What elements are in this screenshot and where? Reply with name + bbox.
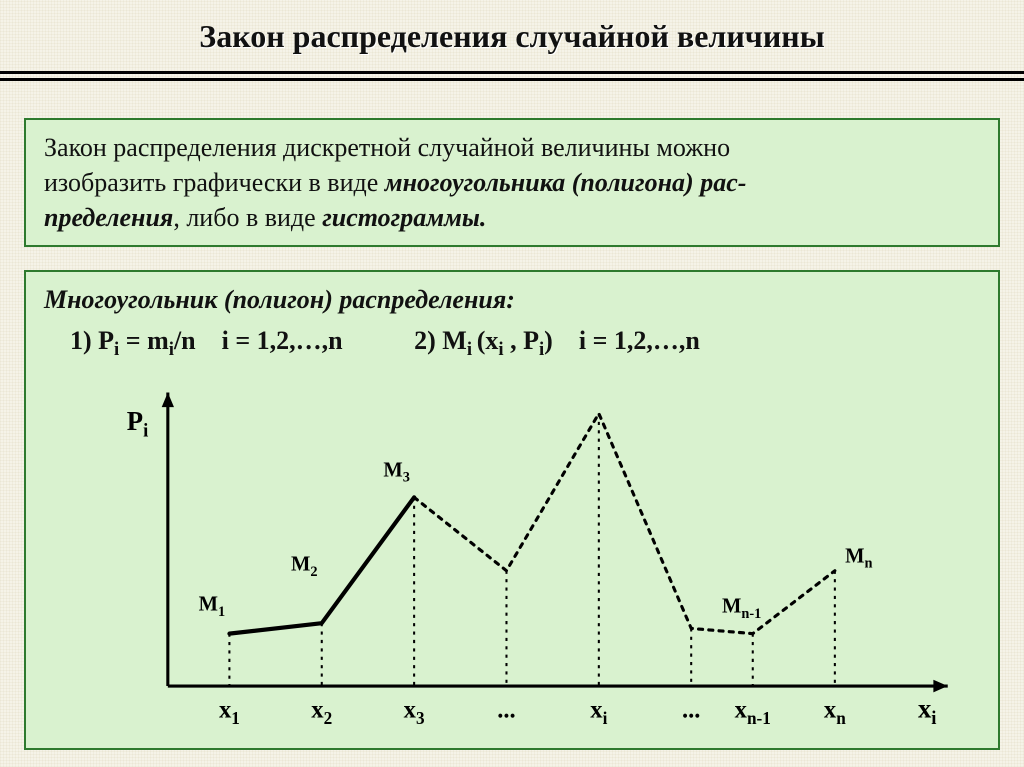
svg-text:Pi: Pi xyxy=(127,406,148,442)
formula-p2cond: i = 1,2,…,n xyxy=(553,326,700,355)
svg-text:M1: M1 xyxy=(199,593,226,619)
svg-text:xn: xn xyxy=(824,696,846,728)
def-line2b: многоугольника (полигона) рас- xyxy=(385,168,747,197)
svg-text:xi: xi xyxy=(918,693,937,728)
svg-text:x2: x2 xyxy=(311,696,332,728)
formula-p1a: 1) P xyxy=(70,326,114,355)
polygon-box: Многоугольник (полигон) распределения: 1… xyxy=(24,270,1000,750)
formula-p1cond: i = 1,2,…,n xyxy=(196,326,343,355)
formula-p2d: ) xyxy=(544,326,553,355)
def-line3c: гистограммы. xyxy=(322,203,486,232)
divider xyxy=(0,71,1024,81)
polygon-heading: Многоугольник (полигон) распределения: xyxy=(44,282,980,317)
formula-row: 1) Pi = mi/n i = 1,2,…,n 2) Mi (xi , Pi)… xyxy=(44,323,980,362)
svg-text:M2: M2 xyxy=(291,554,318,580)
svg-text:xi: xi xyxy=(590,696,607,728)
svg-text:...: ... xyxy=(497,696,515,723)
svg-text:x1: x1 xyxy=(219,696,240,728)
page-title: Закон распределения случайной величины xyxy=(199,18,824,55)
svg-text:Mn: Mn xyxy=(845,545,872,571)
formula-p2b: (x xyxy=(477,326,499,355)
def-line3a: пределения xyxy=(44,203,173,232)
formula-p2c: , P xyxy=(504,326,539,355)
formula-p1b: = m xyxy=(119,326,168,355)
def-line2a: изобразить графически в виде xyxy=(44,168,385,197)
svg-text:...: ... xyxy=(682,696,700,723)
formula-p2a: 2) M xyxy=(414,326,467,355)
def-line3b: , либо в виде xyxy=(173,203,322,232)
svg-text:Mn-1: Mn-1 xyxy=(722,595,761,621)
definition-box: Закон распределения дискретной случайной… xyxy=(24,118,1000,247)
formula-p1c: /n xyxy=(174,326,196,355)
svg-text:xn-1: xn-1 xyxy=(735,696,771,728)
svg-text:x3: x3 xyxy=(404,696,425,728)
formula-p2s1: i xyxy=(467,339,477,360)
distribution-polygon-chart: Pi x1 x2 x3... xi... xn-1 xn xi M1 M2 M3 Mn-1 Mn xyxy=(96,382,958,728)
def-line1: Закон распределения дискретной случайной… xyxy=(44,133,730,162)
svg-text:M3: M3 xyxy=(383,459,410,485)
